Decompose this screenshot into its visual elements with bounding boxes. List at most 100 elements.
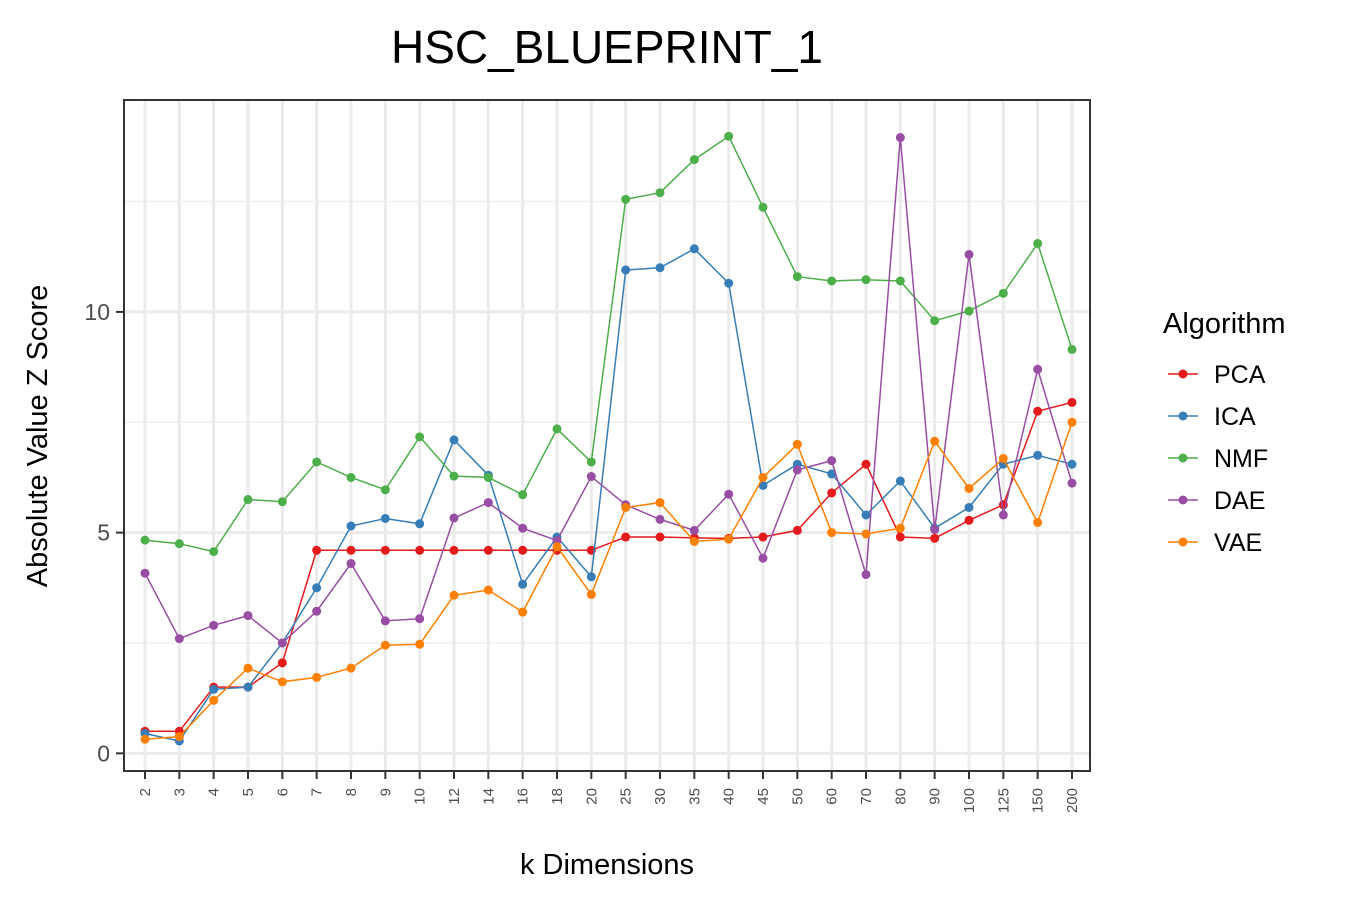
point-nmf-6	[277, 497, 287, 507]
series-nmf	[140, 131, 1077, 557]
legend-key-point	[1178, 537, 1188, 547]
point-pca-8	[346, 545, 356, 555]
point-nmf-35	[689, 155, 699, 165]
legend-label: PCA	[1214, 361, 1266, 389]
point-ica-150	[1033, 450, 1043, 460]
legend-item-pca: PCA	[1168, 361, 1266, 389]
point-nmf-9	[380, 485, 390, 495]
point-nmf-10	[415, 432, 425, 442]
point-nmf-4	[209, 547, 219, 557]
point-vae-9	[380, 640, 390, 650]
legend-label: ICA	[1214, 403, 1256, 431]
legend-item-dae: DAE	[1168, 487, 1265, 515]
series-line-vae	[144, 422, 1073, 740]
point-nmf-30	[655, 188, 665, 198]
series-lines	[140, 131, 1077, 746]
legend-label: DAE	[1214, 487, 1265, 515]
point-vae-80	[895, 523, 905, 533]
point-vae-14	[483, 585, 493, 595]
point-vae-60	[827, 528, 837, 538]
point-pca-90	[930, 533, 940, 543]
point-ica-100	[964, 502, 974, 512]
point-dae-100	[964, 250, 974, 260]
point-vae-50	[792, 439, 802, 449]
x-tick-label: 8	[343, 788, 360, 796]
x-tick-label: 18	[549, 788, 566, 805]
chart-title: HSC_BLUEPRINT_1	[391, 21, 823, 73]
legend-key-point	[1178, 495, 1188, 505]
point-vae-200	[1067, 417, 1077, 427]
series-line-pca	[145, 401, 1073, 733]
gridlines	[124, 100, 1090, 771]
point-nmf-90	[930, 316, 940, 326]
point-ica-8	[346, 521, 356, 531]
point-ica-70	[861, 510, 871, 520]
point-ica-60	[827, 469, 837, 479]
series-dae	[140, 133, 1077, 648]
point-vae-40	[724, 534, 734, 544]
x-tick-label: 2	[137, 788, 154, 796]
point-pca-14	[483, 545, 493, 555]
point-vae-125	[998, 453, 1008, 463]
point-dae-14	[483, 498, 493, 508]
point-pca-16	[518, 545, 528, 555]
point-vae-6	[277, 677, 287, 687]
point-ica-80	[895, 476, 905, 486]
series-vae	[140, 417, 1077, 744]
point-dae-4	[209, 620, 219, 630]
point-vae-100	[964, 483, 974, 493]
x-axis-title: k Dimensions	[520, 849, 694, 881]
x-tick-label: 9	[377, 788, 394, 796]
point-dae-7	[312, 606, 322, 616]
x-tick-label: 5	[240, 788, 257, 796]
legend-label: NMF	[1214, 445, 1268, 473]
x-tick-label: 30	[652, 788, 669, 805]
point-nmf-12	[449, 471, 459, 481]
point-pca-12	[449, 545, 459, 555]
point-nmf-200	[1067, 344, 1077, 354]
y-tick-label: 0	[97, 740, 110, 766]
point-dae-35	[689, 525, 699, 535]
point-nmf-14	[483, 472, 493, 482]
point-vae-150	[1033, 517, 1043, 527]
point-ica-25	[621, 265, 631, 275]
x-tick-label: 4	[206, 788, 223, 796]
x-tick-label: 70	[858, 788, 875, 805]
point-ica-9	[380, 513, 390, 523]
point-vae-45	[758, 472, 768, 482]
point-ica-12	[449, 435, 459, 445]
point-ica-5	[243, 682, 253, 692]
point-vae-10	[415, 639, 425, 649]
point-vae-4	[209, 695, 219, 705]
point-pca-70	[861, 459, 871, 469]
point-vae-12	[449, 590, 459, 600]
x-tick-label: 50	[789, 788, 806, 805]
point-dae-70	[861, 570, 871, 580]
x-tick-label: 3	[171, 788, 188, 796]
point-ica-40	[724, 278, 734, 288]
x-tick-label: 200	[1064, 788, 1081, 813]
point-nmf-25	[621, 194, 631, 204]
point-vae-16	[518, 607, 528, 617]
point-pca-80	[895, 532, 905, 542]
legend-item-vae: VAE	[1168, 529, 1262, 557]
point-dae-3	[174, 634, 184, 644]
point-ica-7	[312, 583, 322, 593]
x-tick-label: 12	[446, 788, 463, 805]
plot-panel-border	[123, 99, 1091, 772]
x-tick-label: 20	[583, 788, 600, 805]
point-nmf-16	[518, 490, 528, 500]
point-dae-5	[243, 611, 253, 621]
x-tick-label: 7	[309, 788, 326, 796]
point-nmf-8	[346, 472, 356, 482]
point-pca-9	[380, 545, 390, 555]
point-nmf-70	[861, 275, 871, 285]
x-tick-label: 90	[927, 788, 944, 805]
point-pca-50	[792, 525, 802, 535]
legend-label: VAE	[1214, 529, 1262, 557]
point-nmf-2	[140, 535, 150, 545]
series-line-ica	[144, 247, 1073, 742]
x-tick-label: 14	[480, 788, 497, 805]
x-tick-label: 16	[515, 788, 532, 805]
